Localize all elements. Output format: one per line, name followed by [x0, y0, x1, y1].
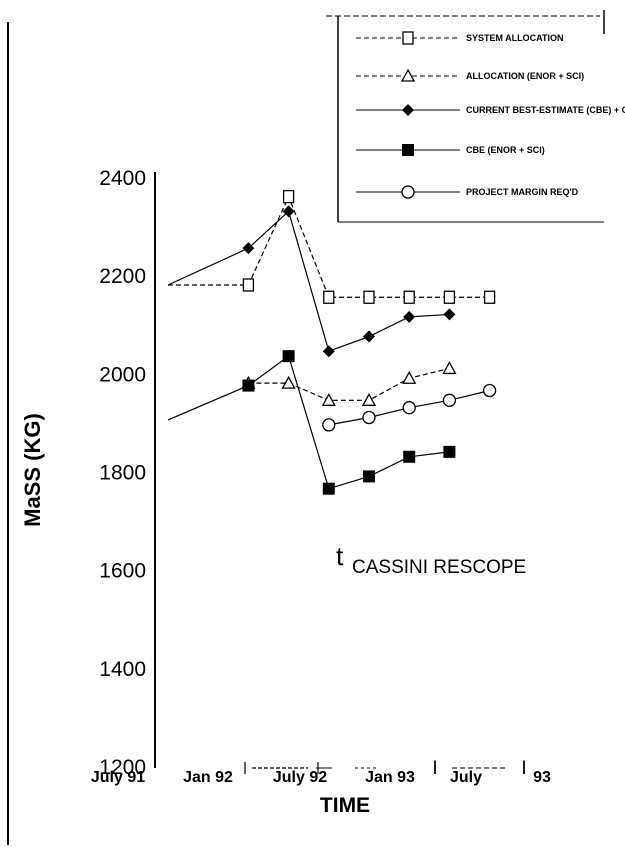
legend-item: ALLOCATION (ENOR + SCI): [356, 68, 584, 82]
data-point: [282, 205, 295, 218]
series-1: [241, 361, 457, 406]
y-tick-label: 1800: [99, 462, 146, 485]
data-point: [403, 290, 415, 304]
y-tick-label: 2400: [99, 167, 146, 190]
data-point: [282, 189, 295, 204]
data-point: [361, 392, 377, 406]
data-point: [363, 470, 375, 483]
data-point: [281, 375, 296, 389]
data-point: [322, 482, 335, 495]
bottom-marker-label-2: I: [521, 758, 526, 779]
series-0: [168, 189, 496, 304]
series-line: [167, 210, 450, 353]
data-point: [321, 392, 336, 406]
legend-swatch-marker: [402, 31, 414, 45]
x-tick-label: 93: [533, 769, 551, 786]
bottom-marker-row: [244, 762, 508, 774]
legend-swatch-marker: [400, 68, 416, 82]
y-tick-label: 1400: [99, 658, 146, 681]
data-point: [402, 370, 417, 384]
legend-swatch-marker: [402, 104, 414, 116]
legend-label: ALLOCATION (ENOR + SCI): [466, 71, 584, 81]
legend: SYSTEM ALLOCATION ALLOCATION (ENOR + SCI)…: [326, 10, 625, 223]
y-tick-label: 1600: [99, 560, 146, 583]
legend-label: CURRENT BEST-ESTIMATE (CBE) + CALC CONTG: [466, 105, 625, 115]
y-tick-label: 1200: [99, 756, 146, 779]
legend-label: SYSTEM ALLOCATION: [466, 33, 564, 43]
data-point: [282, 350, 295, 363]
data-point: [442, 361, 457, 375]
data-point: [443, 308, 456, 321]
data-point: [483, 290, 496, 304]
x-tick-label: Jan 93: [365, 769, 415, 786]
legend-items: SYSTEM ALLOCATION ALLOCATION (ENOR + SCI)…: [356, 31, 625, 199]
x-tick-label: July 91: [91, 769, 145, 786]
legend-swatch-marker: [401, 185, 415, 199]
data-point: [242, 379, 255, 392]
data-point: [322, 418, 336, 432]
data-point: [443, 290, 456, 304]
rescope-annotation-prefix: t: [336, 541, 344, 571]
x-tick-label: Jan 92: [183, 769, 233, 786]
y-tick-label: 2000: [99, 363, 146, 386]
legend-item: CURRENT BEST-ESTIMATE (CBE) + CALC CONTG: [356, 104, 625, 116]
data-point: [403, 450, 416, 463]
data-point: [442, 393, 457, 407]
data-point: [323, 290, 335, 304]
legend-label: CBE (ENOR + SCI): [466, 145, 545, 155]
data-point: [242, 242, 255, 255]
series-layer: [167, 189, 497, 495]
data-point: [402, 401, 416, 415]
legend-label: PROJECT MARGIN REQ'D: [466, 187, 579, 197]
x-axis-title: TIME: [320, 794, 370, 817]
series-3: [167, 350, 456, 495]
y-tick-label: 2200: [99, 265, 146, 288]
data-point: [363, 290, 375, 304]
x-tick-labels: July 91 Jan 92 July 92 Jan 93 July 93: [91, 769, 551, 786]
data-point: [242, 278, 255, 292]
data-point: [482, 383, 497, 398]
data-point: [363, 330, 375, 343]
rescope-annotation: CASSINI RESCOPE: [352, 557, 526, 578]
series-2: [167, 205, 456, 358]
data-point: [443, 445, 456, 458]
y-axis-title: MaSS (KG): [20, 413, 45, 527]
legend-swatch-marker: [402, 144, 414, 156]
x-tick-label: July: [450, 769, 482, 786]
data-point: [362, 410, 376, 425]
y-tick-labels: 1200 1400 1600 1800 2000 2200 2400: [99, 167, 146, 779]
data-point: [322, 345, 335, 358]
bottom-marker-label-1: I: [432, 758, 437, 779]
series-line: [168, 195, 490, 298]
x-tick-label: July 92: [273, 769, 327, 786]
legend-item: PROJECT MARGIN REQ'D: [356, 185, 579, 199]
series-4: [322, 383, 497, 432]
data-point: [403, 310, 416, 323]
series-line: [248, 367, 450, 401]
legend-item: CBE (ENOR + SCI): [356, 144, 545, 156]
legend-item: SYSTEM ALLOCATION: [356, 31, 564, 45]
